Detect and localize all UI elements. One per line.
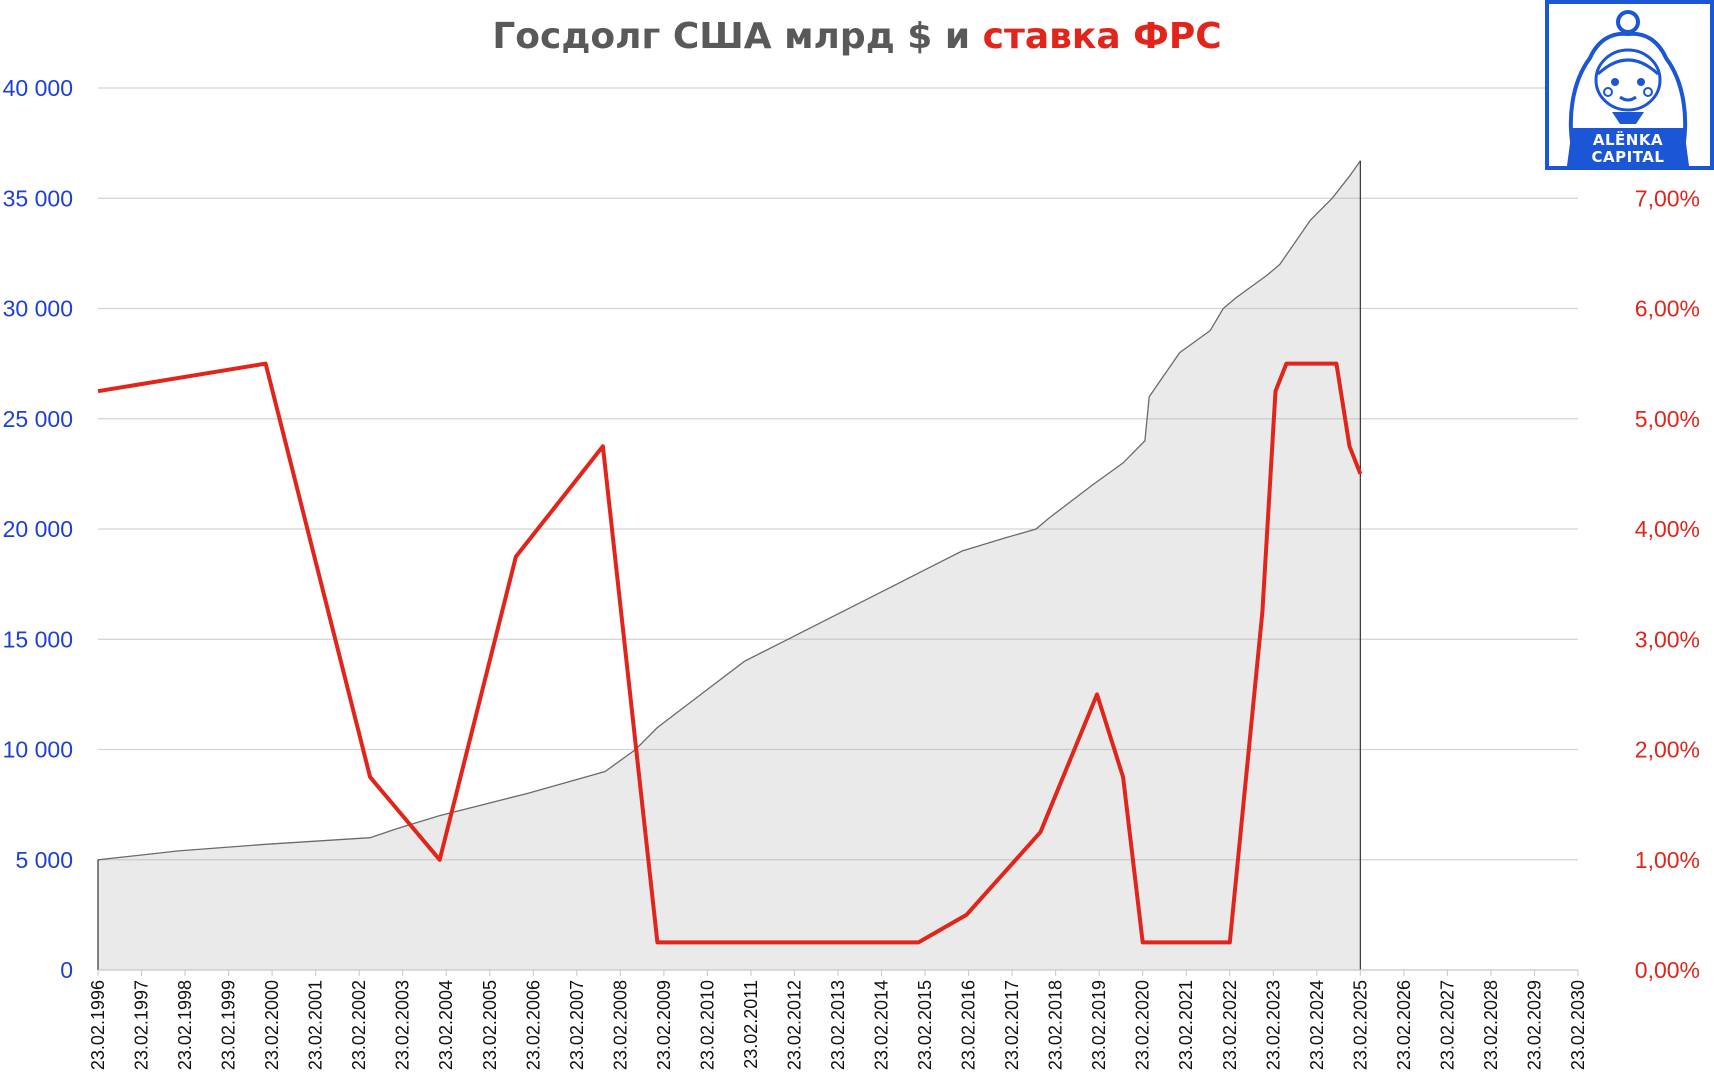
x-tick-label: 23.02.2027 [1437, 980, 1457, 1070]
x-tick-label: 23.02.1998 [175, 980, 195, 1070]
x-tick-label: 23.02.2010 [697, 980, 717, 1070]
x-tick-label: 23.02.2028 [1481, 980, 1501, 1070]
x-tick-label: 23.02.2009 [654, 980, 674, 1070]
x-tick-label: 23.02.2022 [1220, 980, 1240, 1070]
x-tick-label: 23.02.2001 [306, 980, 326, 1070]
title-part-1: Госдолг США млрд $ и [492, 16, 982, 57]
right-tick-label: 5,00% [1635, 406, 1700, 432]
rate-line [97, 361, 1363, 945]
left-tick-label: 10 000 [3, 737, 73, 763]
rate-line-series [97, 361, 1363, 945]
left-tick-label: 0 [60, 957, 73, 983]
x-tick-label: 23.02.2012 [784, 980, 804, 1070]
logo-banner [1567, 128, 1689, 166]
x-tick-label: 23.02.2025 [1350, 980, 1370, 1070]
title-part-2: ставка ФРС [983, 16, 1222, 57]
x-tick-label: 23.02.2011 [741, 980, 761, 1069]
x-tick-label: 23.02.1999 [219, 980, 239, 1070]
right-tick-label: 2,00% [1635, 737, 1700, 763]
x-tick-label: 23.02.2023 [1263, 980, 1283, 1070]
left-axis-ticks: 0 5 000 10 000 15 000 20 000 25 000 30 000 35 0… [3, 75, 73, 983]
x-tick-label: 23.02.2006 [523, 980, 543, 1070]
left-tick-label: 25 000 [3, 406, 73, 432]
x-tick-label: 23.02.2029 [1524, 980, 1544, 1070]
x-tick-label: 23.02.2000 [262, 980, 282, 1070]
debt-area-outline [97, 160, 1361, 861]
x-axis-ticks: 23.02.1996 23.02.1997 23.02.1998 23.02.1999… [88, 969, 1588, 1070]
x-tick-label: 23.02.2015 [915, 980, 935, 1070]
left-tick-label: 30 000 [3, 296, 73, 322]
right-tick-label: 0,00% [1635, 957, 1700, 983]
x-tick-label: 23.02.2019 [1089, 980, 1109, 1070]
logo: ALЁNKA CAPITAL [1545, 0, 1714, 170]
left-tick-label: 5 000 [15, 847, 73, 873]
x-tick-label: 23.02.2003 [393, 980, 413, 1070]
x-tick-label: 23.02.2021 [1176, 980, 1196, 1070]
x-tick-label: 23.02.1997 [132, 980, 152, 1070]
debt-area-fill [98, 160, 1361, 971]
x-tick-label: 23.02.2007 [567, 980, 587, 1070]
left-tick-label: 15 000 [3, 626, 73, 652]
grid-lines [98, 87, 1578, 861]
right-tick-label: 7,00% [1635, 185, 1700, 211]
left-tick-label: 35 000 [3, 185, 73, 211]
x-tick-label: 23.02.2018 [1046, 980, 1066, 1070]
x-tick-label: 23.02.2020 [1133, 980, 1153, 1070]
right-tick-label: 6,00% [1635, 296, 1700, 322]
x-tick-label: 23.02.2017 [1002, 980, 1022, 1070]
x-tick-label: 23.02.1996 [88, 980, 108, 1070]
x-tick-label: 23.02.2024 [1307, 980, 1327, 1070]
x-tick-label: 23.02.2002 [349, 980, 369, 1070]
x-tick-label: 23.02.2016 [959, 980, 979, 1070]
right-axis-ticks: 0,00% 1,00% 2,00% 3,00% 4,00% 5,00% 6,00% 7,00% [1635, 185, 1700, 983]
right-tick-label: 3,00% [1635, 626, 1700, 652]
debt-area-series [97, 160, 1361, 971]
left-tick-label: 20 000 [3, 516, 73, 542]
matryoshka-doll-icon [1568, 10, 1688, 160]
x-tick-label: 23.02.2008 [610, 980, 630, 1070]
x-tick-label: 23.02.2014 [872, 980, 892, 1070]
x-tick-label: 23.02.2030 [1568, 980, 1588, 1070]
logo-text-line2: CAPITAL [1592, 148, 1665, 166]
x-tick-label: 23.02.2005 [480, 980, 500, 1070]
left-tick-label: 40 000 [3, 75, 73, 101]
x-tick-label: 23.02.2026 [1394, 980, 1414, 1070]
x-tick-label: 23.02.2004 [436, 980, 456, 1070]
logo-text-line1: ALЁNKA [1593, 130, 1663, 149]
right-tick-label: 1,00% [1635, 847, 1700, 873]
chart-title: Госдолг США млрд $ и ставка ФРС [492, 16, 1221, 57]
x-tick-label: 23.02.2013 [828, 980, 848, 1070]
right-tick-label: 4,00% [1635, 516, 1700, 542]
